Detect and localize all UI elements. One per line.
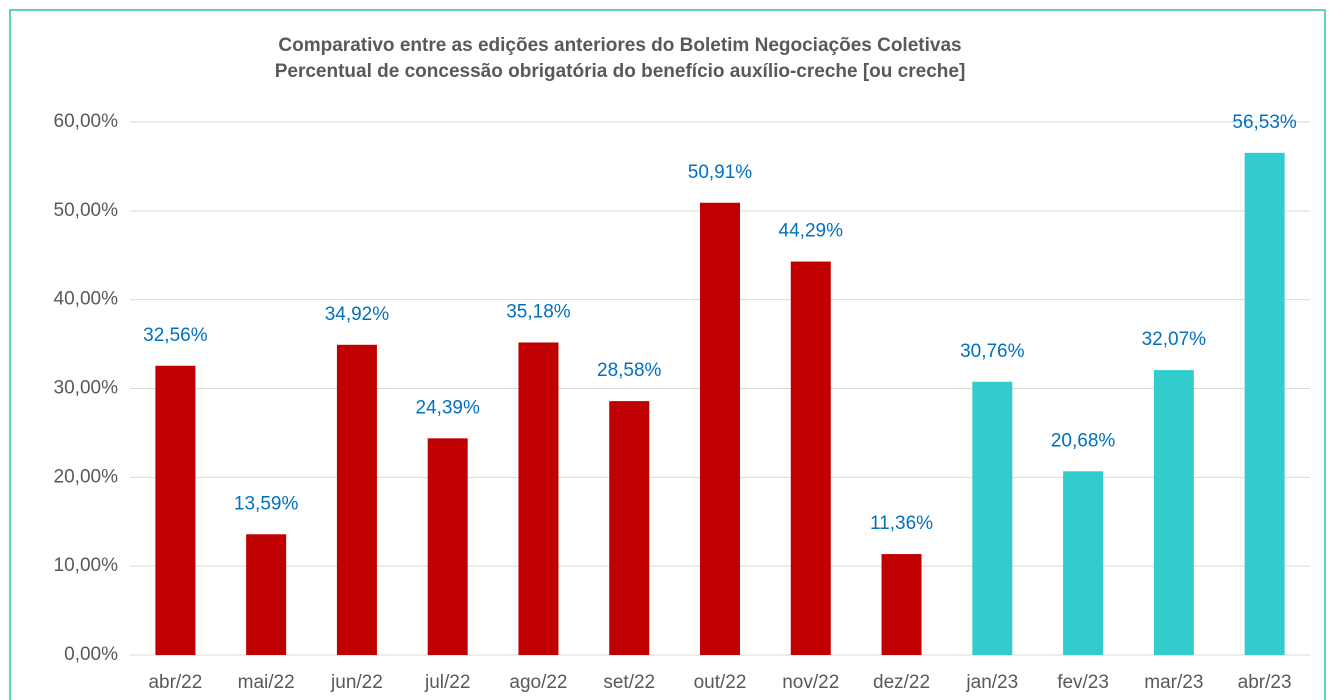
value-label: 11,36% xyxy=(870,513,933,534)
value-label: 35,18% xyxy=(506,301,571,322)
x-tick-label: set/22 xyxy=(603,672,655,693)
value-label: 28,58% xyxy=(597,360,662,381)
bar xyxy=(700,202,740,655)
value-label: 32,56% xyxy=(143,325,208,346)
y-tick-label: 40,00% xyxy=(54,289,119,310)
y-tick-label: 10,00% xyxy=(54,555,119,576)
x-tick-label: abr/22 xyxy=(148,672,202,693)
chart-subtitle: Percentual de concessão obrigatória do b… xyxy=(275,61,966,82)
x-tick-label: jul/22 xyxy=(424,672,470,693)
y-tick-label: 0,00% xyxy=(64,644,118,665)
chart-title: Comparativo entre as edições anteriores … xyxy=(278,35,961,56)
y-tick-label: 30,00% xyxy=(54,378,119,399)
bar xyxy=(336,344,377,655)
x-tick-label: nov/22 xyxy=(782,672,839,693)
x-tick-label: dez/22 xyxy=(873,672,930,693)
value-label: 30,76% xyxy=(960,341,1025,362)
bar xyxy=(972,381,1013,655)
x-tick-label: mai/22 xyxy=(238,672,295,693)
value-label: 13,59% xyxy=(234,493,299,514)
value-label: 34,92% xyxy=(325,304,390,325)
x-tick-label: abr/23 xyxy=(1238,672,1292,693)
value-label: 44,29% xyxy=(779,221,844,242)
x-tick-label: ago/22 xyxy=(509,672,567,693)
y-tick-label: 60,00% xyxy=(54,111,119,132)
bar xyxy=(1244,152,1285,655)
x-tick-label: jan/23 xyxy=(965,672,1018,693)
x-tick-label: jun/22 xyxy=(330,672,383,693)
bar xyxy=(518,342,559,655)
value-label: 50,91% xyxy=(688,162,753,183)
y-tick-label: 20,00% xyxy=(54,466,119,487)
bar xyxy=(427,438,468,655)
y-tick-label: 50,00% xyxy=(54,200,119,221)
bar xyxy=(246,534,287,655)
bar xyxy=(155,365,196,655)
value-label: 56,53% xyxy=(1232,112,1297,133)
bar xyxy=(790,261,831,655)
value-label: 24,39% xyxy=(415,397,480,418)
x-tick-label: fev/23 xyxy=(1057,672,1109,693)
bar xyxy=(1063,471,1104,655)
chart-border xyxy=(9,9,1326,700)
bar xyxy=(881,554,922,655)
x-tick-label: mar/23 xyxy=(1144,672,1203,693)
value-label: 32,07% xyxy=(1142,329,1207,350)
bar xyxy=(1153,370,1194,655)
value-label: 20,68% xyxy=(1051,430,1116,451)
x-tick-label: out/22 xyxy=(694,672,747,693)
bar xyxy=(609,401,650,655)
